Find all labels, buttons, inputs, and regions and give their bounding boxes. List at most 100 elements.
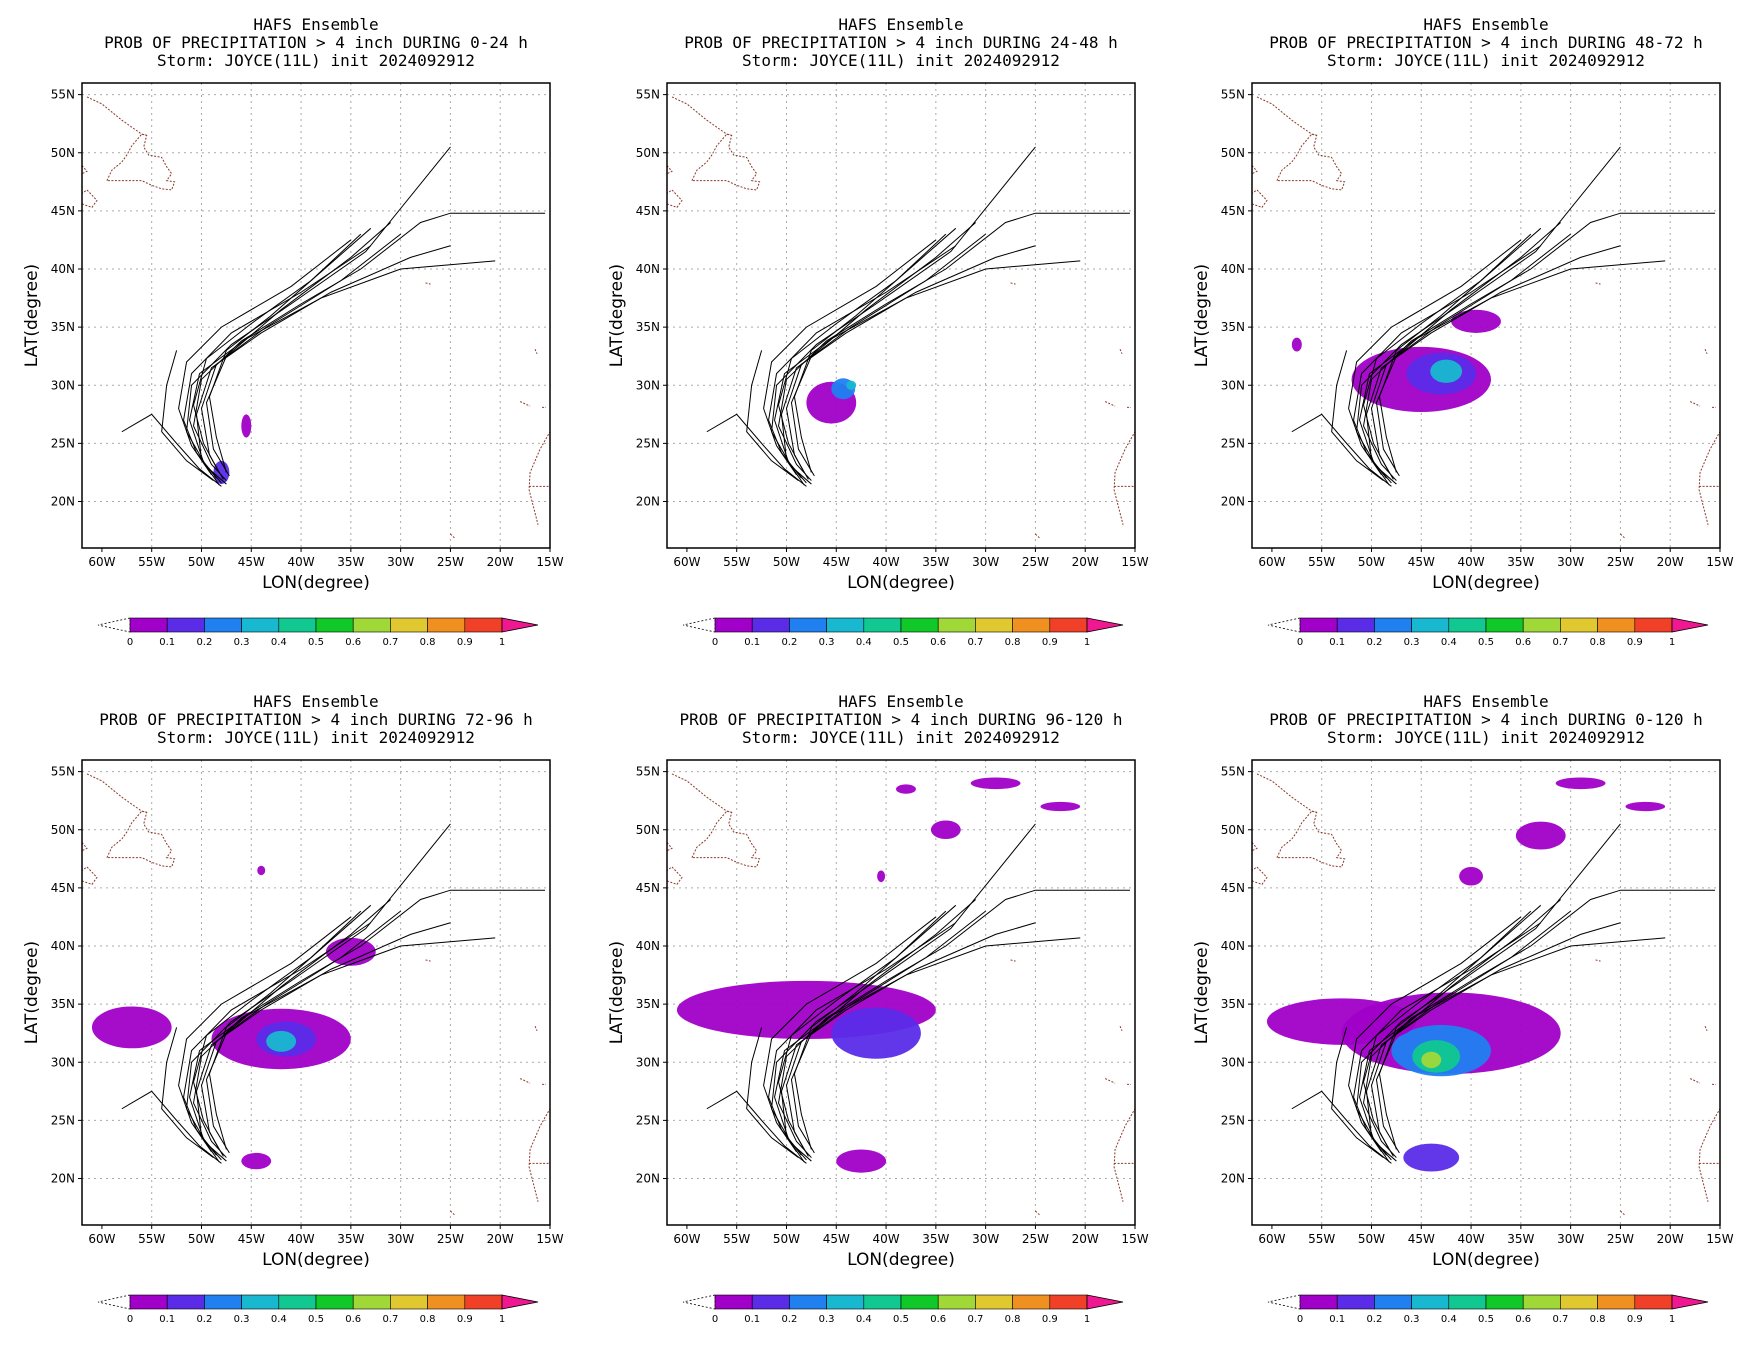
lon-tick-label: 20W (487, 1232, 514, 1246)
lat-tick-label: 45N (1221, 881, 1245, 895)
x-axis-label: LON(degree) (1432, 1250, 1540, 1270)
coastline (667, 189, 683, 208)
colorbar-bin (241, 1294, 280, 1310)
colorbar-label: 0.4 (1441, 637, 1457, 648)
precip-prob-area (1459, 866, 1484, 886)
plot-area (1252, 83, 1720, 548)
ensemble-track (205, 222, 392, 477)
ensemble-track (1378, 904, 1542, 1150)
lon-tick-label: 30W (972, 555, 999, 569)
panel-title-storm: Storm: JOYCE(11L) init 2024092912 (742, 51, 1060, 70)
ensemble-track (1366, 922, 1621, 1163)
precip-prob-area (257, 865, 266, 876)
colorbar: 0 0.1 0.2 0.3 0.4 0.5 0.6 0.7 0.8 0.9 1 (1267, 617, 1709, 648)
colorbar-label: 0.2 (1366, 637, 1382, 648)
coastline (1276, 133, 1346, 191)
ensemble-track (208, 904, 372, 1150)
colorbar-over-arrow (1671, 1294, 1709, 1310)
lat-tick-label: 30N (1221, 378, 1245, 392)
coastline (667, 165, 673, 175)
colorbar-label: 1 (1084, 637, 1090, 648)
coastline (1704, 349, 1708, 355)
lat-tick-label: 20N (636, 495, 660, 509)
precip-prob-area (1403, 1143, 1460, 1172)
coastline (82, 165, 88, 175)
coastline (667, 201, 668, 202)
colorbar-label: 0.3 (1404, 1314, 1420, 1325)
coastline (1689, 1078, 1701, 1084)
plot-frame (1251, 759, 1721, 1226)
ensemble-track (778, 910, 947, 1149)
colorbar-label: 0.5 (1478, 637, 1494, 648)
colorbar-bin (129, 617, 168, 633)
panel-title-product: PROB OF PRECIPITATION > 4 inch DURING 0-… (1269, 710, 1702, 729)
precip-prob-area (1430, 359, 1463, 383)
colorbar-bin (1299, 617, 1338, 633)
lat-tick-label: 25N (51, 1113, 75, 1127)
lon-tick-label: 25W (1607, 1232, 1634, 1246)
panel-title-storm: Storm: JOYCE(11L) init 2024092912 (742, 728, 1060, 747)
colorbar-label: 0 (712, 637, 718, 648)
lat-tick-label: 55N (51, 88, 75, 102)
lat-tick-label: 45N (636, 881, 660, 895)
lon-tick-label: 35W (337, 1232, 364, 1246)
colorbar-label: 0 (1297, 1314, 1303, 1325)
ensemble-track (208, 227, 372, 473)
precip-prob-area (836, 1149, 887, 1173)
colorbar-label: 0.8 (420, 1314, 436, 1325)
precip-prob-area (1515, 821, 1566, 850)
ensemble-track (1291, 1090, 1392, 1164)
coastline (82, 866, 98, 885)
colorbar-label: 0.8 (1590, 1314, 1606, 1325)
lat-tick-label: 40N (636, 262, 660, 276)
ensemble-track (778, 889, 1131, 1158)
colorbar-bin (315, 617, 354, 633)
colorbar-label: 0 (712, 1314, 718, 1325)
colorbar-bin (751, 1294, 790, 1310)
x-axis-label: LON(degree) (262, 1250, 370, 1270)
colorbar-label: 0.4 (271, 1314, 287, 1325)
panel-title-product: PROB OF PRECIPITATION > 4 inch DURING 24… (684, 33, 1117, 52)
coastline (1595, 282, 1601, 285)
colorbar-bin (1012, 1294, 1051, 1310)
lon-tick-label: 50W (188, 555, 215, 569)
colorbar: 0 0.1 0.2 0.3 0.4 0.5 0.6 0.7 0.8 0.9 1 (1267, 1294, 1709, 1325)
lat-tick-label: 55N (636, 88, 660, 102)
coastline (1010, 959, 1016, 962)
colorbar-label: 0.7 (1552, 637, 1568, 648)
colorbar-bin (751, 617, 790, 633)
colorbar-over-arrow (501, 617, 539, 633)
lon-tick-label: 55W (723, 1232, 750, 1246)
ensemble-track (196, 922, 451, 1163)
colorbar: 0 0.1 0.2 0.3 0.4 0.5 0.6 0.7 0.8 0.9 1 (682, 1294, 1124, 1325)
lon-tick-label: 55W (138, 555, 165, 569)
precip-prob-area (266, 1030, 297, 1052)
ensemble-track (1363, 212, 1716, 481)
panel-title-storm: Storm: JOYCE(11L) init 2024092912 (157, 728, 475, 747)
colorbar-label: 1 (1669, 637, 1675, 648)
coastline (519, 1078, 531, 1084)
lon-tick-label: 30W (972, 1232, 999, 1246)
lon-tick-label: 50W (773, 555, 800, 569)
panel-title-storm: Storm: JOYCE(11L) init 2024092912 (1327, 51, 1645, 70)
coastline (425, 959, 431, 962)
lon-tick-label: 55W (1308, 555, 1335, 569)
lat-tick-label: 35N (51, 320, 75, 334)
ensemble-track (193, 889, 546, 1158)
lat-tick-label: 45N (636, 204, 660, 218)
ensemble-track (1348, 916, 1522, 1153)
colorbar-under-arrow (97, 1294, 131, 1310)
lon-tick-label: 30W (1557, 555, 1584, 569)
lon-tick-label: 35W (337, 555, 364, 569)
colorbar-label: 0.6 (1515, 1314, 1531, 1325)
lat-tick-label: 40N (1221, 939, 1245, 953)
lon-tick-label: 50W (188, 1232, 215, 1246)
colorbar-label: 0.7 (382, 1314, 398, 1325)
precip-prob-area (970, 777, 1021, 790)
colorbar: 0 0.1 0.2 0.3 0.4 0.5 0.6 0.7 0.8 0.9 1 (682, 617, 1124, 648)
coastline (1035, 533, 1041, 540)
colorbar-label: 0.5 (1478, 1314, 1494, 1325)
ensemble-track (193, 910, 362, 1149)
